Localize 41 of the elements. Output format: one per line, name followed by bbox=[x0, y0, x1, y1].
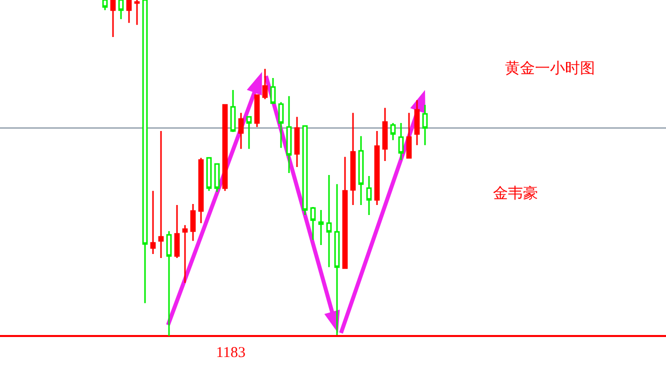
text: 黄金一小时图 bbox=[505, 59, 595, 77]
candlestick bbox=[166, 230, 172, 337]
candlestick bbox=[278, 101, 284, 149]
candlestick bbox=[174, 204, 180, 259]
candlestick bbox=[262, 68, 268, 100]
candlestick bbox=[126, 0, 132, 24]
text: 1183 bbox=[216, 345, 246, 361]
candlestick bbox=[206, 157, 212, 192]
candlestick bbox=[414, 99, 420, 146]
text: 金韦豪 bbox=[493, 184, 538, 202]
candlestick bbox=[110, 0, 116, 38]
candlestick bbox=[254, 94, 260, 128]
candlestick bbox=[182, 224, 188, 284]
candlestick bbox=[406, 112, 412, 159]
candlestick bbox=[190, 203, 196, 242]
candlestick bbox=[350, 112, 356, 206]
candlestick bbox=[286, 95, 292, 174]
candlestick bbox=[358, 135, 364, 206]
candlestick bbox=[398, 122, 404, 161]
candlestick bbox=[374, 130, 380, 206]
candlestick bbox=[214, 163, 220, 193]
candlestick bbox=[270, 77, 276, 104]
candlestick bbox=[342, 156, 348, 269]
candlestick bbox=[230, 89, 236, 133]
candlestick bbox=[246, 116, 252, 150]
candlestick bbox=[158, 130, 164, 259]
candlestick bbox=[302, 125, 308, 216]
candlestick bbox=[294, 116, 300, 168]
candlestick bbox=[382, 107, 388, 162]
candlestick bbox=[326, 174, 332, 268]
candlestick bbox=[390, 122, 396, 141]
candlestick bbox=[222, 104, 228, 192]
candlestick bbox=[150, 190, 156, 255]
candlestick bbox=[238, 112, 244, 150]
candlestick bbox=[366, 175, 372, 216]
candlestick bbox=[422, 104, 428, 146]
candlestick bbox=[310, 206, 316, 241]
candlestick bbox=[334, 183, 340, 336]
candlestick bbox=[318, 209, 324, 246]
candlestick bbox=[198, 157, 204, 224]
candlestick bbox=[134, 0, 140, 26]
